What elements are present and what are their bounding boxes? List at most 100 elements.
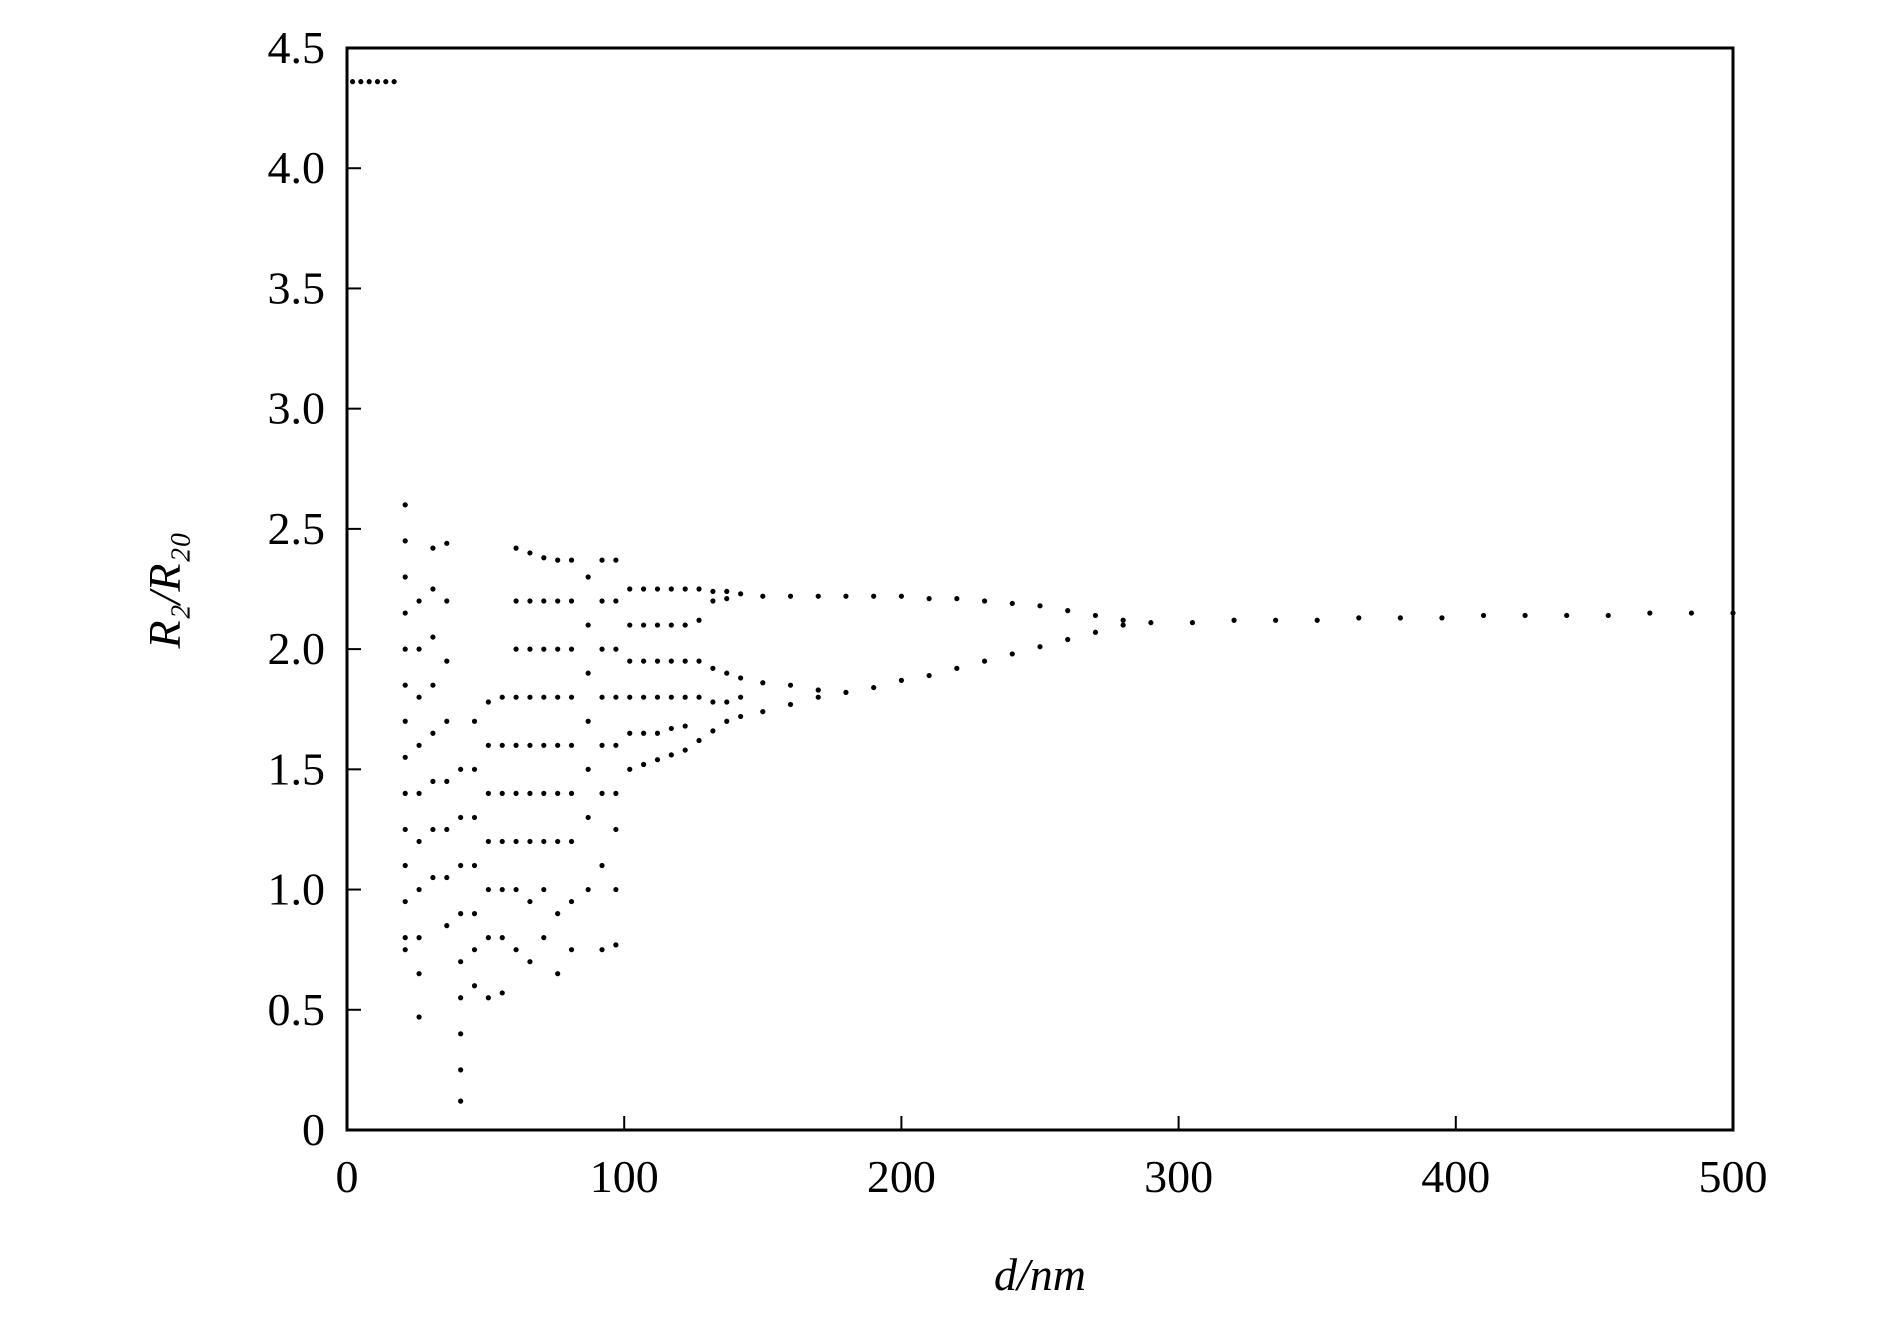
point (1092, 612, 1099, 619)
point (471, 862, 478, 869)
point (668, 725, 674, 732)
point (1037, 644, 1043, 650)
point (738, 694, 744, 700)
point (1647, 610, 1653, 616)
point (568, 646, 575, 652)
x-tick-label: 400 (1421, 1151, 1490, 1202)
point (654, 694, 661, 700)
point (1480, 612, 1487, 619)
point (513, 886, 519, 893)
point (815, 593, 821, 599)
y-axis-label: R₂/R₂₀ (139, 532, 190, 650)
point (541, 555, 547, 561)
point (541, 838, 547, 845)
point (613, 790, 619, 796)
point (402, 682, 408, 688)
point (416, 1014, 422, 1020)
point (485, 790, 491, 796)
point (599, 742, 605, 748)
point (513, 694, 519, 700)
point (1397, 615, 1403, 621)
point (430, 545, 436, 551)
point (585, 622, 591, 628)
point (613, 826, 619, 833)
point (898, 593, 905, 599)
point (682, 694, 688, 700)
point (444, 598, 450, 604)
point (1148, 620, 1154, 626)
point (374, 79, 381, 85)
point (1273, 617, 1279, 623)
point (499, 694, 505, 700)
point (541, 790, 547, 796)
point (738, 591, 744, 597)
point (1314, 617, 1320, 623)
point (402, 610, 408, 616)
point (1065, 608, 1071, 614)
point (513, 598, 519, 604)
point (654, 757, 661, 763)
point (402, 646, 408, 652)
point (485, 886, 491, 893)
point (555, 742, 561, 748)
point (471, 911, 478, 917)
point (787, 682, 794, 688)
x-tick-label: 100 (590, 1151, 659, 1202)
point (568, 557, 575, 563)
point (682, 658, 688, 664)
point (724, 596, 730, 602)
point (668, 622, 674, 628)
point (627, 622, 633, 628)
point (402, 826, 408, 833)
point (458, 959, 464, 965)
point (444, 874, 450, 881)
point (585, 814, 591, 821)
point (416, 790, 422, 796)
y-tick-label: 1.0 (268, 864, 326, 915)
y-tick-label: 4.5 (268, 22, 326, 73)
point (485, 995, 491, 1001)
point (760, 680, 766, 686)
point (391, 79, 397, 85)
point (815, 694, 821, 700)
point (402, 898, 408, 905)
point (654, 730, 661, 736)
point (1189, 620, 1196, 626)
point (471, 814, 478, 821)
point (599, 694, 605, 700)
point (1009, 600, 1015, 607)
point (555, 646, 561, 652)
point (668, 752, 674, 758)
point (599, 598, 605, 604)
y-tick-label: 3.0 (268, 383, 326, 434)
point (541, 935, 547, 941)
point (815, 687, 821, 693)
point (696, 658, 702, 664)
point (710, 598, 716, 604)
point (444, 540, 450, 546)
point (499, 990, 505, 996)
x-tick-label: 300 (1144, 1151, 1213, 1202)
point (568, 898, 575, 905)
point (613, 557, 619, 563)
point (710, 588, 716, 595)
point (402, 538, 408, 544)
point (430, 778, 436, 784)
point (654, 586, 661, 592)
point (458, 862, 464, 869)
point (444, 923, 450, 929)
point (471, 983, 478, 989)
point (613, 942, 619, 948)
point (696, 586, 702, 592)
point (485, 742, 491, 748)
point (1605, 612, 1611, 619)
point (585, 886, 591, 893)
point (787, 701, 794, 708)
point (402, 574, 408, 580)
point (499, 935, 505, 941)
point (568, 947, 575, 953)
point (613, 646, 619, 652)
point (568, 790, 575, 796)
point (585, 574, 591, 580)
point (416, 646, 422, 652)
